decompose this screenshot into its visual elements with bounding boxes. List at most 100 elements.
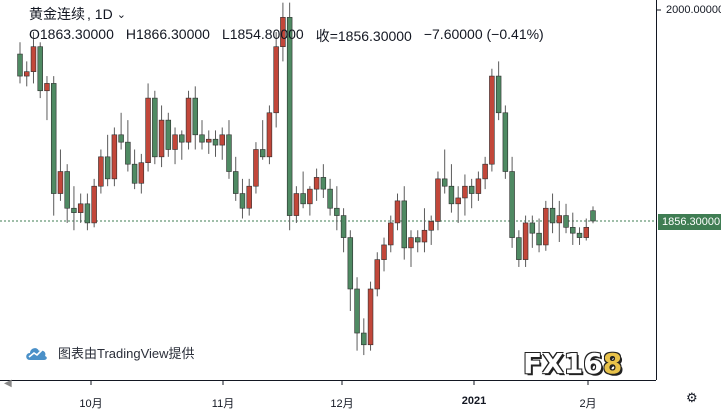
x-tick-2021: 2021	[461, 395, 487, 407]
candle-body	[435, 178, 441, 222]
candle-body	[219, 134, 225, 146]
candle-body	[253, 149, 259, 187]
high-value: H1866.30000	[125, 26, 210, 42]
candle-body	[320, 177, 327, 190]
candle-body	[307, 188, 313, 205]
candle-body	[576, 232, 583, 238]
candle-body	[84, 203, 91, 224]
candle-body	[536, 232, 542, 246]
candle-body	[145, 97, 151, 164]
current-price-tag: 1856.30000	[658, 214, 721, 230]
candle-body	[516, 237, 522, 260]
candle-body	[131, 163, 138, 184]
candle-body	[50, 83, 57, 194]
candle-body	[37, 46, 43, 92]
candle-body	[381, 244, 387, 260]
candle-body	[462, 185, 468, 199]
candle-body	[468, 185, 475, 194]
candle-body	[259, 149, 266, 158]
candle-body	[57, 171, 64, 194]
candle-body	[590, 210, 596, 222]
candle-body	[30, 46, 37, 72]
candle-body	[77, 203, 84, 213]
change-value: −7.60000 (−0.41%)	[423, 26, 544, 42]
candle-body	[226, 134, 232, 172]
chevron-down-icon[interactable]: ⌄	[116, 8, 126, 21]
candle-body	[91, 185, 97, 224]
interval-label: , 1D	[87, 6, 113, 22]
x-tick-nov: 11月	[211, 398, 235, 410]
candle-body	[408, 237, 414, 249]
candle-body	[125, 141, 131, 165]
candle-body	[334, 207, 340, 216]
gear-icon[interactable]: ⚙	[686, 390, 698, 405]
candle-body	[388, 222, 394, 246]
candle-body	[280, 17, 286, 48]
candle-body	[24, 71, 30, 77]
candle-body	[273, 46, 279, 114]
fx168-logo: FX168	[523, 347, 623, 380]
candle-body	[415, 237, 421, 243]
candle-body	[475, 178, 482, 194]
candle-body	[482, 163, 488, 180]
candle-body	[347, 237, 354, 290]
candle-body	[509, 171, 515, 238]
candle-body	[327, 188, 333, 209]
cloud-icon	[26, 347, 47, 360]
candle-body	[361, 332, 367, 346]
candle-body	[313, 177, 320, 190]
candle-body	[455, 197, 461, 205]
candle-body	[448, 185, 455, 205]
low-value: L1854.80000	[221, 26, 304, 42]
candle-body	[583, 227, 589, 238]
candle-body	[394, 200, 401, 224]
candle-body	[563, 215, 569, 228]
candle-body	[152, 97, 158, 158]
candle-body	[543, 207, 549, 246]
candle-body	[522, 222, 529, 260]
candle-body	[556, 215, 563, 224]
candle-body	[192, 97, 198, 136]
candle-body	[374, 259, 381, 290]
tradingview-credit[interactable]: 图表由TradingView提供	[24, 343, 195, 362]
candle-body	[367, 288, 374, 346]
candle-body	[172, 134, 178, 150]
candle-body	[199, 134, 205, 143]
candle-body	[98, 156, 104, 187]
x-tick-dec: 12月	[330, 398, 354, 410]
candle-body	[111, 134, 118, 180]
open-value: O1863.30000	[29, 26, 114, 42]
candle-body	[549, 207, 556, 224]
candle-body	[340, 215, 347, 238]
candle-body	[179, 134, 185, 143]
candle-body	[570, 227, 576, 234]
candle-body	[428, 221, 434, 231]
symbol-title[interactable]: 黄金连续, 1D ⌄	[29, 4, 126, 24]
candle-body	[300, 193, 306, 205]
symbol-name: 黄金连续	[29, 6, 85, 22]
ohlc-legend: O1863.30000 H1866.30000 L1854.80000 收=18…	[29, 26, 544, 46]
candle-body	[118, 134, 124, 143]
candle-body	[489, 75, 495, 165]
y-tick-label: 2000.00000	[666, 4, 721, 16]
candle-body	[266, 112, 273, 158]
candle-body	[246, 185, 252, 209]
candle-body	[104, 156, 111, 180]
scroll-left-icon[interactable]: ◀	[4, 378, 12, 389]
candle-body	[232, 171, 239, 194]
candle-body	[185, 97, 192, 143]
close-value: 收=1856.30000	[315, 28, 412, 44]
candle-body	[212, 138, 219, 146]
candle-body	[529, 222, 536, 234]
candle-body	[286, 17, 293, 216]
candle-body	[441, 178, 448, 187]
candle-body	[64, 171, 70, 209]
candle-body	[421, 229, 428, 243]
candle-body	[354, 288, 360, 334]
candle-body	[401, 200, 407, 249]
credit-text: 图表由TradingView提供	[58, 346, 195, 361]
candle-body	[138, 162, 145, 184]
candle-body	[44, 83, 50, 92]
